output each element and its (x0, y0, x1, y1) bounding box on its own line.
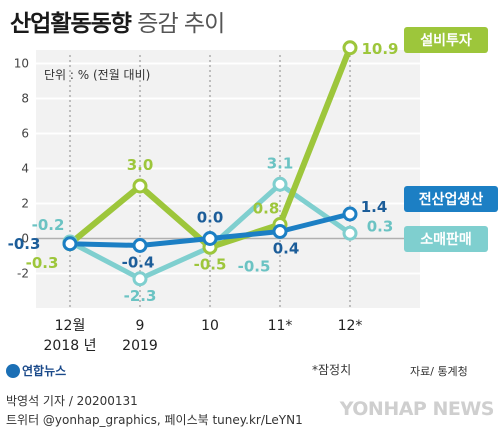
y-tick-label: -2 (17, 267, 29, 281)
data-label: -0.3 (8, 235, 41, 253)
data-label: 3.0 (127, 156, 154, 174)
legend-box (404, 226, 488, 252)
y-tick-label: 10 (14, 57, 29, 71)
data-point (132, 271, 148, 287)
x-tick-label: 11* (268, 318, 293, 334)
x-tick-label: 10 (201, 318, 219, 334)
y-tick-label: 2 (21, 197, 29, 211)
data-label: 1.4 (361, 198, 388, 216)
title-main: 산업활동동향 (10, 11, 132, 37)
legend-box (404, 27, 488, 53)
data-label: -0.4 (122, 254, 155, 272)
legend-label: 설비투자 (420, 33, 472, 49)
x-tick-label: 9 (136, 318, 145, 334)
data-label: 0.3 (367, 217, 394, 235)
data-point (62, 236, 78, 252)
legend-label: 소매판매 (420, 232, 472, 248)
y-tick-label: 4 (21, 162, 29, 176)
unit-label: 단위 : % (전월 대비) (44, 68, 150, 82)
y-tick-label: 6 (21, 127, 29, 141)
data-label: -0.3 (26, 254, 59, 272)
data-point (132, 238, 148, 253)
legend-box (404, 186, 498, 212)
data-label: 3.1 (267, 154, 294, 172)
data-label: 10.9 (361, 40, 398, 58)
data-label: -0.5 (194, 255, 227, 273)
data-point (132, 178, 148, 194)
plot-area (36, 50, 420, 308)
data-label: -2.3 (124, 287, 157, 305)
data-label: 0.0 (197, 209, 224, 227)
data-point (342, 40, 358, 56)
data-label: 0.4 (273, 240, 300, 258)
data-label: 0.8 (253, 200, 280, 218)
chart-title: 산업활동동향 증감 추이 (10, 4, 225, 38)
y-tick-label: 0 (21, 232, 29, 246)
data-point (202, 231, 218, 246)
data-point (272, 224, 288, 239)
data-point (342, 206, 358, 222)
x-tick-label: 12* (338, 318, 363, 334)
x-tick-label: 2018 년 (44, 338, 97, 354)
data-point (342, 225, 358, 241)
data-label: -0.2 (32, 216, 65, 234)
y-tick-label: 8 (21, 92, 29, 106)
x-tick-label: 12월 (55, 318, 86, 334)
title-sub: 증감 추이 (137, 11, 225, 37)
x-tick-label: 2019 (122, 338, 158, 354)
legend-label: 전산업생산 (419, 191, 484, 208)
data-point (272, 176, 288, 192)
data-label: -0.5 (238, 257, 271, 275)
